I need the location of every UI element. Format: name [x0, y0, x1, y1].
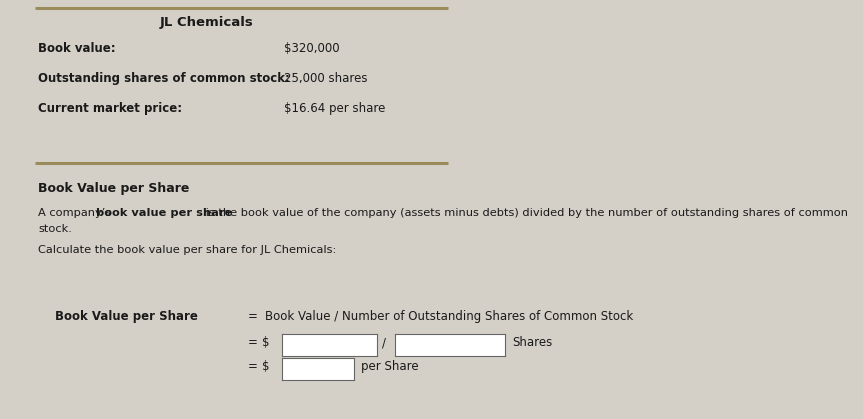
Text: Calculate the book value per share for JL Chemicals:: Calculate the book value per share for J…	[38, 245, 337, 255]
Text: JL Chemicals: JL Chemicals	[161, 16, 254, 29]
Text: stock.: stock.	[38, 224, 72, 234]
Text: Book Value per Share: Book Value per Share	[55, 310, 198, 323]
Text: Current market price:: Current market price:	[38, 102, 182, 115]
Text: A company’s: A company’s	[38, 208, 115, 218]
Text: Book value:: Book value:	[38, 42, 116, 55]
Text: $: $	[262, 336, 269, 349]
Text: Book Value / Number of Outstanding Shares of Common Stock: Book Value / Number of Outstanding Share…	[265, 310, 633, 323]
Text: $: $	[262, 360, 269, 373]
Text: Outstanding shares of common stock:: Outstanding shares of common stock:	[38, 72, 290, 85]
Text: per Share: per Share	[361, 360, 419, 373]
Text: =: =	[248, 336, 258, 349]
Text: =: =	[248, 310, 258, 323]
Text: book value per share: book value per share	[96, 208, 232, 218]
Text: /: /	[382, 336, 386, 349]
Text: 25,000 shares: 25,000 shares	[284, 72, 368, 85]
Text: is the book value of the company (assets minus debts) divided by the number of o: is the book value of the company (assets…	[202, 208, 848, 218]
Text: Book Value per Share: Book Value per Share	[38, 182, 189, 195]
Text: $16.64 per share: $16.64 per share	[284, 102, 386, 115]
Text: $320,000: $320,000	[284, 42, 340, 55]
Text: Shares: Shares	[512, 336, 552, 349]
Text: =: =	[248, 360, 258, 373]
